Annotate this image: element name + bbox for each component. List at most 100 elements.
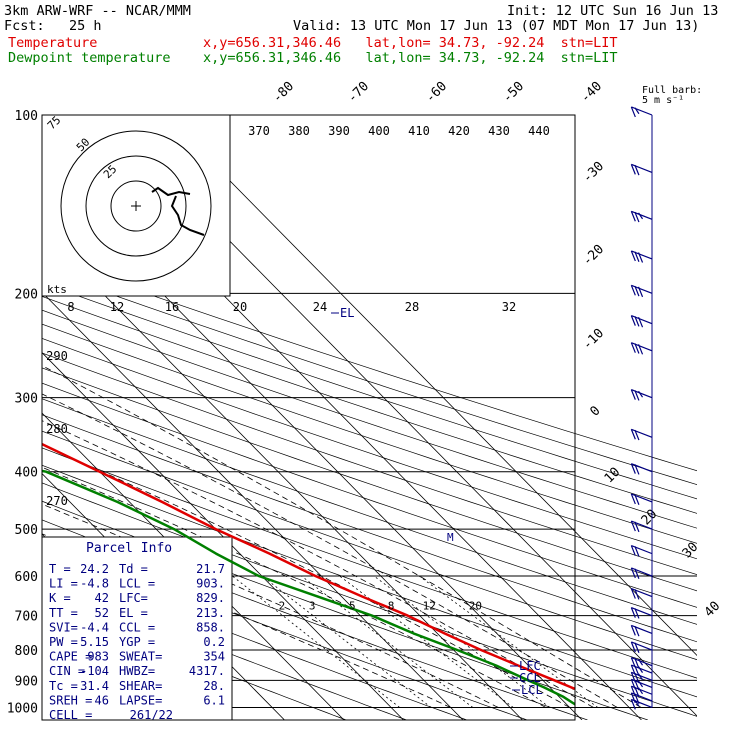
moist-adiabat — [42, 393, 618, 708]
barb-feather — [630, 520, 636, 532]
dry-adiabat — [42, 579, 407, 720]
parcel-info-cell: EL = — [119, 606, 148, 620]
speed-label: 20 — [233, 300, 247, 314]
isotherm-line — [42, 412, 345, 720]
barb-feather — [630, 545, 636, 556]
theta-label: 410 — [408, 124, 430, 138]
dry-adiabat — [42, 296, 697, 514]
parcel-info-cell: 46 — [95, 693, 109, 707]
barb-feather — [630, 685, 636, 697]
moist-adiabat — [42, 466, 546, 708]
parcel-info-cell: 52 — [95, 606, 109, 620]
valid-time: Valid: 13 UTC Mon 17 Jun 13 (07 MDT Mon … — [293, 18, 700, 34]
parcel-info-cell: 0.2 — [203, 635, 225, 649]
mixing-ratio-label: 20 — [469, 600, 482, 613]
parcel-info-cell: LI = — [49, 577, 78, 591]
dry-adiabat — [42, 367, 697, 592]
parcel-info-cell: 213. — [196, 606, 225, 620]
barb-feather — [634, 608, 640, 619]
parcel-info-cell: 983 — [87, 650, 109, 664]
hodograph-ring — [110, 180, 162, 232]
speed-label: 32 — [502, 300, 516, 314]
barb-feather — [630, 588, 636, 599]
parcel-info-cell: 28. — [203, 679, 225, 693]
parcel-info-cell: CAPE = — [49, 650, 92, 664]
mixing-ratio-label: 8 — [388, 600, 395, 613]
barb-legend-title: Full barb: — [642, 85, 702, 96]
parcel-info-cell: SHEAR= — [119, 679, 162, 693]
isotherm-line — [42, 231, 523, 720]
parcel-info-cell: SVI= — [49, 620, 78, 634]
marker-m: M — [447, 531, 454, 544]
pressure-label-100: 100 — [15, 109, 38, 124]
wind-barb — [630, 641, 653, 654]
theta-label: 420 — [448, 124, 470, 138]
barb-feather — [634, 625, 640, 637]
dry-adiabat — [42, 482, 697, 717]
dry-adiabat — [42, 338, 697, 560]
barb-legend-value: 5 m s⁻¹ — [642, 95, 684, 106]
temperature-profile — [42, 442, 575, 691]
wind-barb — [630, 428, 653, 441]
barb-feather — [634, 494, 640, 505]
theta-label: 400 — [368, 124, 390, 138]
mixing-ratio-line — [232, 575, 400, 708]
wind-barb — [630, 315, 653, 328]
moist-adiabat — [42, 365, 642, 708]
mixing-ratio-line — [301, 575, 474, 708]
barb-feather — [638, 212, 644, 220]
barb-feather — [630, 342, 636, 353]
hodograph-ring — [60, 130, 212, 282]
barb-feather — [638, 687, 644, 695]
hodograph-kts-label: kts — [47, 283, 67, 296]
parcel-info-cell: PW = — [49, 635, 78, 649]
wind-barb — [630, 250, 653, 263]
barb-feather — [634, 390, 640, 401]
parcel-info-cell: K = — [49, 591, 71, 605]
wind-barb — [630, 163, 653, 176]
barb-feather — [634, 251, 640, 262]
barb-feather — [630, 389, 636, 400]
barb-layer — [630, 106, 653, 710]
init-time: Init: 12 UTC Sun 16 Jun 13 — [507, 3, 719, 19]
barb-feather — [634, 521, 640, 533]
parcel-info-cell: SREH = — [49, 693, 92, 707]
speed-label: 8 — [67, 300, 74, 314]
barb-feather — [638, 390, 644, 398]
marker-el: EL — [340, 306, 354, 320]
barb-feather — [634, 343, 640, 354]
dry-adiabat — [42, 309, 697, 529]
barb-feather — [637, 286, 644, 298]
legend-dewpoint-name: Dewpoint temperature — [8, 50, 171, 66]
parcel-info-cell: 829. — [196, 591, 225, 605]
wind-barb — [630, 284, 653, 298]
isotherm-label: 0 — [587, 403, 603, 419]
parcel-info-cell: CIN = — [49, 664, 85, 678]
barb-feather — [638, 658, 644, 666]
pressure-label-400: 400 — [15, 466, 38, 481]
theta-label: 430 — [488, 124, 510, 138]
barb-feather — [630, 657, 636, 668]
parcel-info-cell: CELL = — [49, 708, 92, 722]
barb-feather — [630, 211, 636, 222]
theta-label: 370 — [248, 124, 270, 138]
dry-adiabat — [42, 256, 697, 472]
isotherm-line — [42, 352, 404, 720]
barb-feather — [630, 641, 636, 653]
isotherm-label: 30 — [680, 540, 702, 562]
isotherm-label: -50 — [500, 79, 527, 106]
parcel-info-cell: T = — [49, 562, 71, 576]
barb-feather — [634, 699, 640, 707]
parcel-info-cell: 5.15 — [80, 635, 109, 649]
barb-feather — [630, 285, 636, 296]
profile-layer — [42, 442, 575, 706]
pressure-label-500: 500 — [15, 523, 38, 538]
theta-label: 380 — [288, 124, 310, 138]
wind-barb — [630, 657, 653, 669]
barb-feather — [630, 699, 636, 710]
barb-feather — [634, 464, 640, 475]
theta-label: 390 — [328, 124, 350, 138]
barb-feather — [634, 568, 640, 579]
mixing-ratio-label: 2 — [279, 600, 286, 613]
dry-adiabat — [42, 323, 697, 544]
